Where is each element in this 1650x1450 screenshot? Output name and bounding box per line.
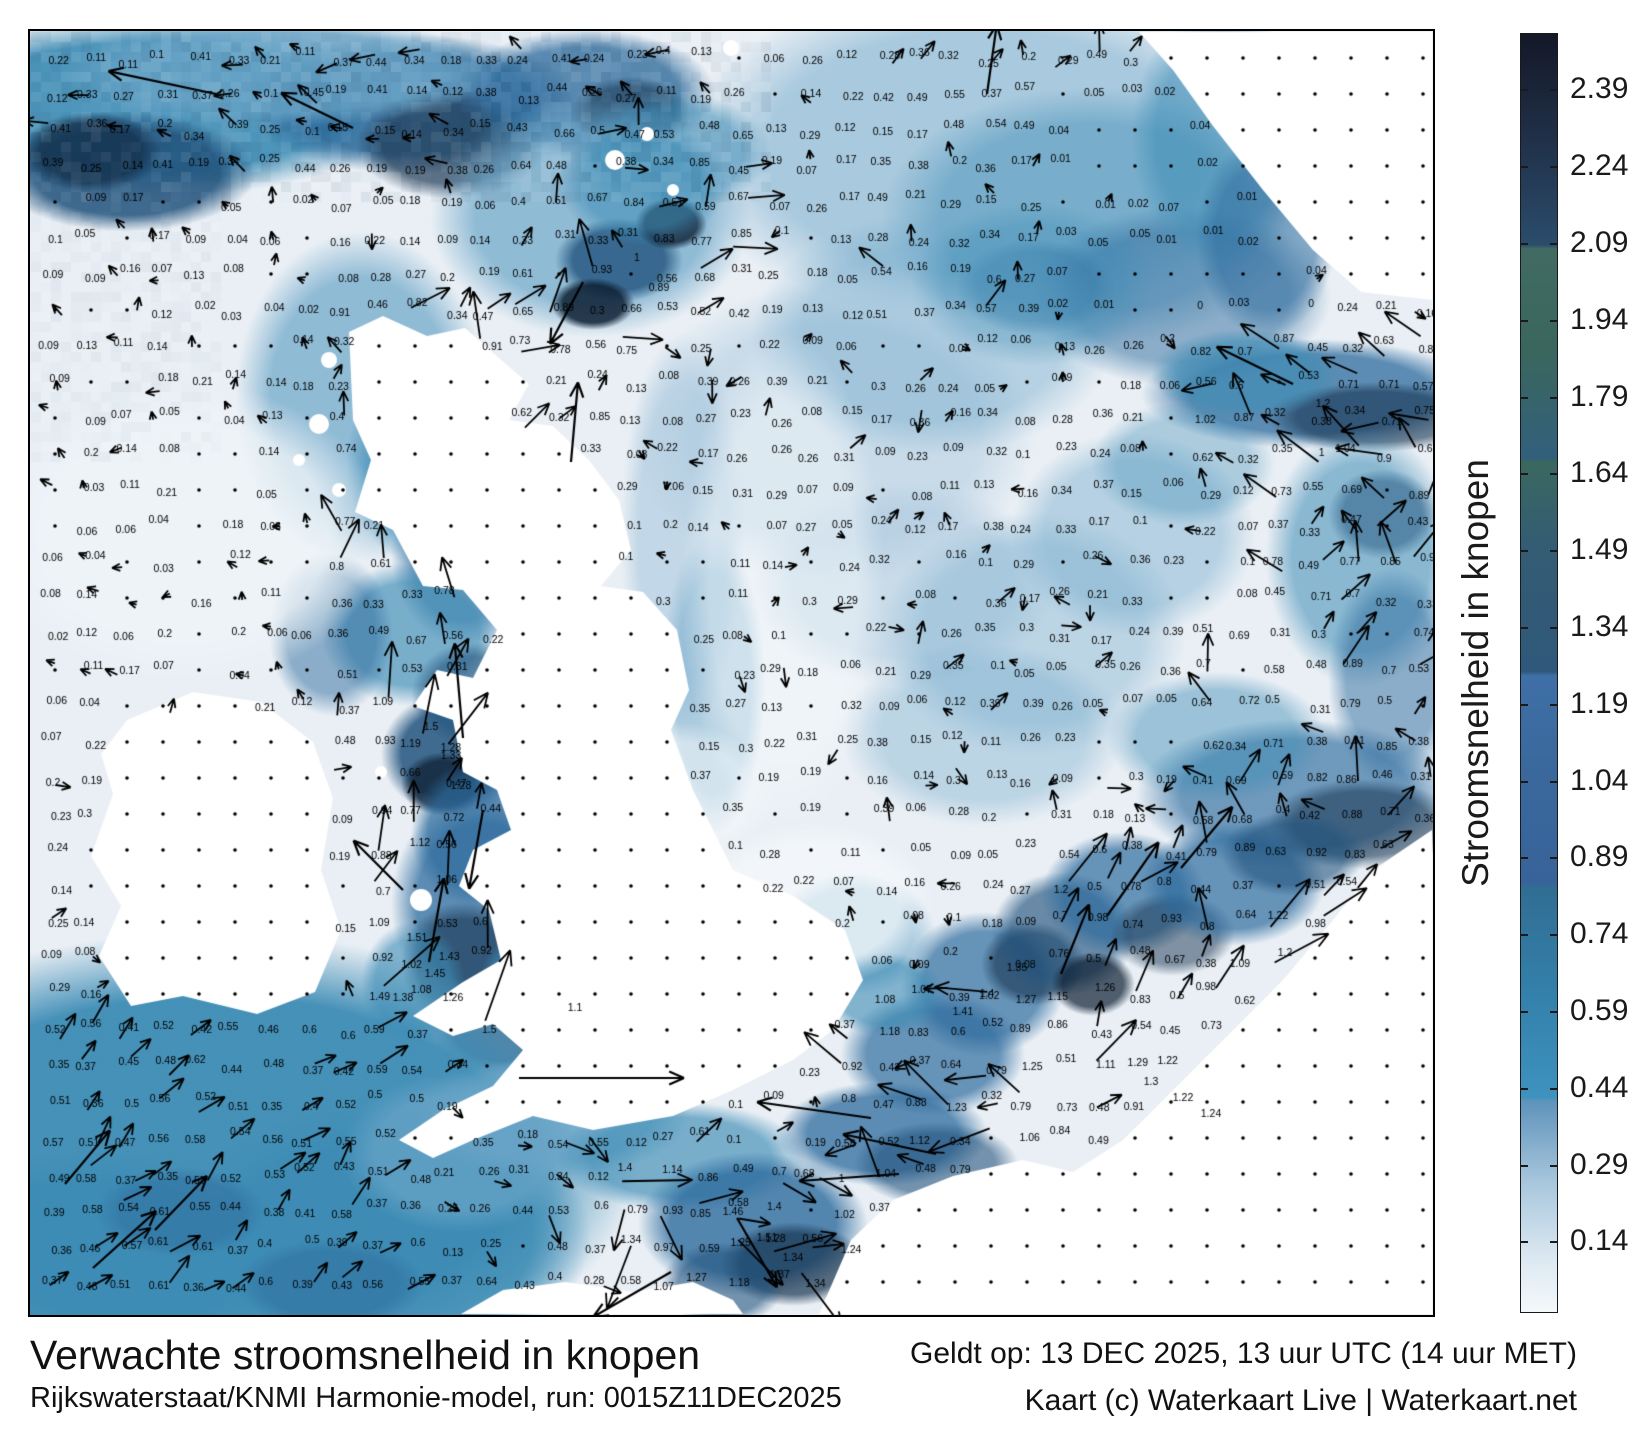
colorbar-tick xyxy=(1521,857,1528,860)
colorbar-tick xyxy=(1550,780,1557,783)
colorbar-tick xyxy=(1550,319,1557,322)
colorbar-tick xyxy=(1550,1164,1557,1167)
credit-label: Kaart (c) Waterkaart Live | Waterkaart.n… xyxy=(1024,1384,1577,1417)
colorbar-tick xyxy=(1550,1241,1557,1244)
colorbar-tick xyxy=(1521,473,1528,476)
colorbar-tick xyxy=(1521,396,1528,399)
colorbar-tick-label: 2.39 xyxy=(1570,72,1629,106)
colorbar-axis-label: Stroomsnelheid in knopen xyxy=(1455,459,1496,887)
colorbar-tick xyxy=(1550,242,1557,245)
colorbar-tick-label: 1.19 xyxy=(1570,686,1629,720)
colorbar-tick xyxy=(1550,857,1557,860)
colorbar-tick xyxy=(1521,1241,1528,1244)
colorbar-tick-label: 1.49 xyxy=(1570,533,1629,567)
colorbar-tick xyxy=(1550,396,1557,399)
colorbar-tick xyxy=(1550,89,1557,92)
colorbar-tick-label: 0.44 xyxy=(1570,1070,1629,1104)
colorbar-tick xyxy=(1521,1164,1528,1167)
colorbar-tick xyxy=(1550,1087,1557,1090)
colorbar-tick xyxy=(1521,780,1528,783)
colorbar-tick xyxy=(1521,89,1528,92)
valid-time-label: Geldt op: 13 DEC 2025, 13 uur UTC (14 uu… xyxy=(910,1337,1577,1370)
colorbar-tick xyxy=(1550,473,1557,476)
map-canvas xyxy=(30,31,1433,1315)
colorbar-tick-label: 0.89 xyxy=(1570,840,1629,874)
colorbar-tick xyxy=(1521,319,1528,322)
colorbar-tick xyxy=(1550,166,1557,169)
colorbar-tick-label: 0.14 xyxy=(1570,1224,1629,1258)
colorbar-tick-label: 2.09 xyxy=(1570,225,1629,259)
colorbar-tick xyxy=(1550,1010,1557,1013)
colorbar-tick xyxy=(1550,626,1557,629)
colorbar-tick-label: 1.04 xyxy=(1570,763,1629,797)
current-speed-map xyxy=(28,29,1435,1317)
model-run-label: Rijkswaterstaat/KNMI Harmonie-model, run… xyxy=(30,1382,842,1414)
colorbar-tick xyxy=(1521,242,1528,245)
page-title: Verwachte stroomsnelheid in knopen xyxy=(30,1332,701,1378)
colorbar-tick xyxy=(1521,934,1528,937)
colorbar-tick xyxy=(1550,550,1557,553)
colorbar-tick-label: 1.64 xyxy=(1570,456,1629,490)
colorbar-tick xyxy=(1550,703,1557,706)
colorbar-tick-label: 0.59 xyxy=(1570,993,1629,1027)
colorbar-tick-label: 0.74 xyxy=(1570,917,1629,951)
colorbar-tick xyxy=(1521,550,1528,553)
colorbar-tick xyxy=(1521,1087,1528,1090)
colorbar-tick xyxy=(1550,934,1557,937)
colorbar-tick-label: 0.29 xyxy=(1570,1147,1629,1181)
colorbar-tick xyxy=(1521,1010,1528,1013)
colorbar-tick-label: 1.34 xyxy=(1570,609,1629,643)
colorbar-tick-label: 2.24 xyxy=(1570,149,1629,183)
colorbar-tick-label: 1.79 xyxy=(1570,379,1629,413)
colorbar-tick xyxy=(1521,626,1528,629)
colorbar-tick xyxy=(1521,166,1528,169)
colorbar-tick xyxy=(1521,703,1528,706)
colorbar-tick-label: 1.94 xyxy=(1570,302,1629,336)
colorbar xyxy=(1520,33,1558,1313)
